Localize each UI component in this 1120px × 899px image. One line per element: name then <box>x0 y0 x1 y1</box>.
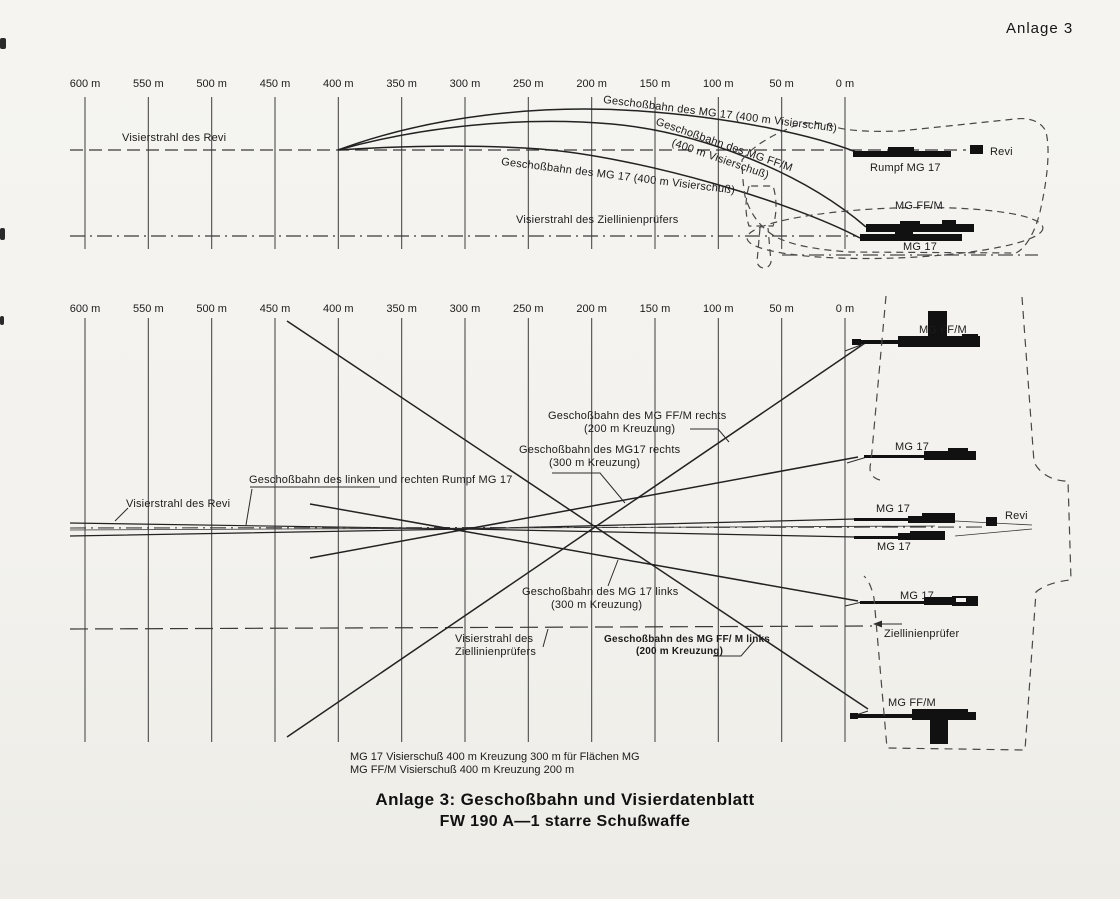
ffm-links-label-line1: Geschoßbahn des MG FF/ M links <box>604 634 771 645</box>
scale-tick-label: 150 m <box>639 303 671 315</box>
scale-tick-label: 550 m <box>133 78 164 90</box>
bottom-diagram-aircraft-outline <box>863 295 1072 751</box>
mg17-links-label-line2: (300 m Kreuzung) <box>551 599 643 611</box>
scale-tick-label: 300 m <box>449 78 481 90</box>
scale-tick-label: 500 m <box>196 303 227 315</box>
ffm-links-label-line2: (200 m Kreuzung) <box>636 646 724 657</box>
bottom-diagram-leader-lines <box>114 342 902 718</box>
ffm-rechts-label-line2: (200 m Kreuzung) <box>584 423 676 435</box>
caption-line-1: MG 17 Visierschuß 400 m Kreuzung 300 m f… <box>350 751 640 763</box>
top-diagram-sight-lines <box>70 149 966 237</box>
trajectory-mg17-right <box>309 456 859 559</box>
bottom-visierstrahl-ziel-label-line2: Ziellinienprüfers <box>455 646 537 658</box>
top-mgffm-label: MG FF/M <box>895 200 943 212</box>
page-title-line1: Anlage 3: Geschoßbahn und Visierdatenbla… <box>375 790 755 809</box>
title-block: Anlage 3: Geschoßbahn und Visierdatenbla… <box>240 790 890 831</box>
mg17-links-label-line1: Geschoßbahn des MG 17 links <box>522 586 679 598</box>
scale-tick-label: 500 m <box>196 78 227 90</box>
scan-artifact <box>0 316 4 325</box>
scale-tick-label: 100 m <box>703 303 734 315</box>
top-diagram-guns <box>853 145 983 241</box>
trajectory-mg17-left <box>309 503 859 602</box>
bottom-diagram-trajectories <box>286 320 869 738</box>
top-visierstrahl-revi-label: Visierstrahl des Revi <box>122 132 227 144</box>
scale-tick-label: 600 m <box>69 78 101 90</box>
ffm-left-gun <box>856 714 918 718</box>
scale-tick-label: 400 m <box>323 78 354 90</box>
scale-tick-label: 0 m <box>835 303 855 315</box>
mg17-fuselage-top-label: MG 17 <box>876 503 911 515</box>
revi-sight-device <box>986 517 997 526</box>
bottom-visierstrahl-revi-label: Visierstrahl des Revi <box>126 498 231 510</box>
scale-tick-label: 450 m <box>259 303 291 315</box>
rumpf-mg17-gun <box>853 151 951 157</box>
scale-tick-label: 0 m <box>835 78 855 90</box>
ziellinienpruefer-sight-line <box>69 625 873 630</box>
top-mg17-label: MG 17 <box>903 241 938 253</box>
scale-tick-label: 200 m <box>576 78 607 90</box>
top-visierstrahl-ziellinienpruefer-label: Visierstrahl des Ziellinienprüfers <box>516 214 679 226</box>
scale-tick-label: 400 m <box>323 303 354 315</box>
wing-mg17-gun <box>860 234 962 241</box>
trajectory-ffm-right <box>286 340 869 738</box>
scale-tick-label: 100 m <box>703 78 734 90</box>
scale-tick-label: 200 m <box>576 303 607 315</box>
trajectory-rumpf-mg17 <box>337 108 857 153</box>
scale-tick-label: 250 m <box>513 303 544 315</box>
scale-tick-label: 350 m <box>386 78 417 90</box>
top-diagram-aircraft-outline <box>741 117 1049 269</box>
scan-artifact <box>0 228 5 240</box>
scale-tick-label: 50 m <box>769 303 794 315</box>
top-diagram-scale: 600 m 550 m 500 m 450 m 400 m 350 m 300 m 250 m… <box>0 78 1120 92</box>
caption-block: MG 17 Visierschuß 400 m Kreuzung 300 m f… <box>350 751 640 777</box>
ziellinienpruefer-label: Ziellinienprüfer <box>884 628 960 640</box>
ffm-right-gun <box>860 340 924 344</box>
revi-sight-line <box>69 526 986 529</box>
scale-tick-label: 50 m <box>769 78 794 90</box>
bottom-revi-label: Revi <box>1005 510 1028 522</box>
ffm-rechts-label-line1: Geschoßbahn des MG FF/M rechts <box>548 410 727 422</box>
mg17-left-gun <box>860 601 924 604</box>
ziellinienpruefer-arrowhead <box>873 620 882 628</box>
top-diagram-trajectories <box>337 108 867 239</box>
top-revi-label: Revi <box>990 146 1013 158</box>
caption-line-2: MG FF/M Visierschuß 400 m Kreuzung 200 m <box>350 764 575 776</box>
mg17-left-label: MG 17 <box>900 590 935 602</box>
trajectory-wing-mg17 <box>337 145 861 239</box>
mg17-rechts-label-line1: Geschoßbahn des MG17 rechts <box>519 444 681 456</box>
mgffm-gun <box>866 224 974 232</box>
mg17-right-gun <box>864 455 926 458</box>
page-title-line2: FW 190 A—1 starre Schußwaffe <box>439 813 691 830</box>
scale-tick-label: 350 m <box>386 303 417 315</box>
scale-tick-label: 150 m <box>639 78 671 90</box>
mg17-rechts-label-line2: (300 m Kreuzung) <box>549 457 641 469</box>
scale-tick-label: 300 m <box>449 303 481 315</box>
rumpf-trajectory-label: Geschoßbahn des linken und rechten Rumpf… <box>249 474 513 486</box>
scale-tick-label: 450 m <box>259 78 291 90</box>
bottom-visierstrahl-ziel-label-line1: Visierstrahl des <box>455 633 534 645</box>
mg17-fuselage-bottom-label: MG 17 <box>877 541 912 553</box>
bottom-diagram-scale: 600 m 550 m 500 m 450 m 400 m 350 m 300 m 250 m… <box>0 303 1120 317</box>
mg17-right-label: MG 17 <box>895 441 930 453</box>
scale-tick-label: 250 m <box>513 78 544 90</box>
scan-artifact <box>0 38 6 49</box>
mg17-fuselage-bottom-gun <box>854 536 906 539</box>
ffm-right-label: MG FF/M <box>919 324 967 336</box>
scale-tick-label: 600 m <box>69 303 101 315</box>
revi-sight-device <box>970 145 983 154</box>
trajectory-ffm-left <box>286 320 869 710</box>
bottom-diagram-guns <box>850 311 997 744</box>
scale-tick-label: 550 m <box>133 303 164 315</box>
corner-annotation: Anlage 3 <box>1006 20 1074 37</box>
trajectory-mgffm <box>337 120 867 228</box>
rumpf-mg17-label: Rumpf MG 17 <box>870 162 941 174</box>
ffm-left-label: MG FF/M <box>888 697 936 709</box>
bottom-diagram-sight-lines <box>69 518 1033 630</box>
mg17-fuselage-top-gun <box>854 518 916 521</box>
